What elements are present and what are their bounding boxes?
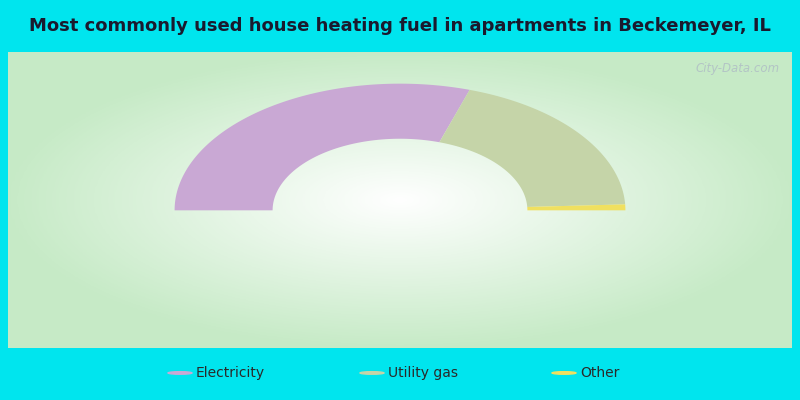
Text: Electricity: Electricity — [196, 366, 265, 380]
Polygon shape — [174, 84, 470, 210]
Polygon shape — [527, 204, 626, 210]
Ellipse shape — [168, 372, 192, 374]
Text: Other: Other — [580, 366, 619, 380]
Text: Utility gas: Utility gas — [388, 366, 458, 380]
Polygon shape — [439, 90, 625, 207]
Text: Most commonly used house heating fuel in apartments in Beckemeyer, IL: Most commonly used house heating fuel in… — [29, 17, 771, 35]
Ellipse shape — [360, 372, 384, 374]
Ellipse shape — [552, 372, 576, 374]
Text: City-Data.com: City-Data.com — [696, 62, 780, 75]
